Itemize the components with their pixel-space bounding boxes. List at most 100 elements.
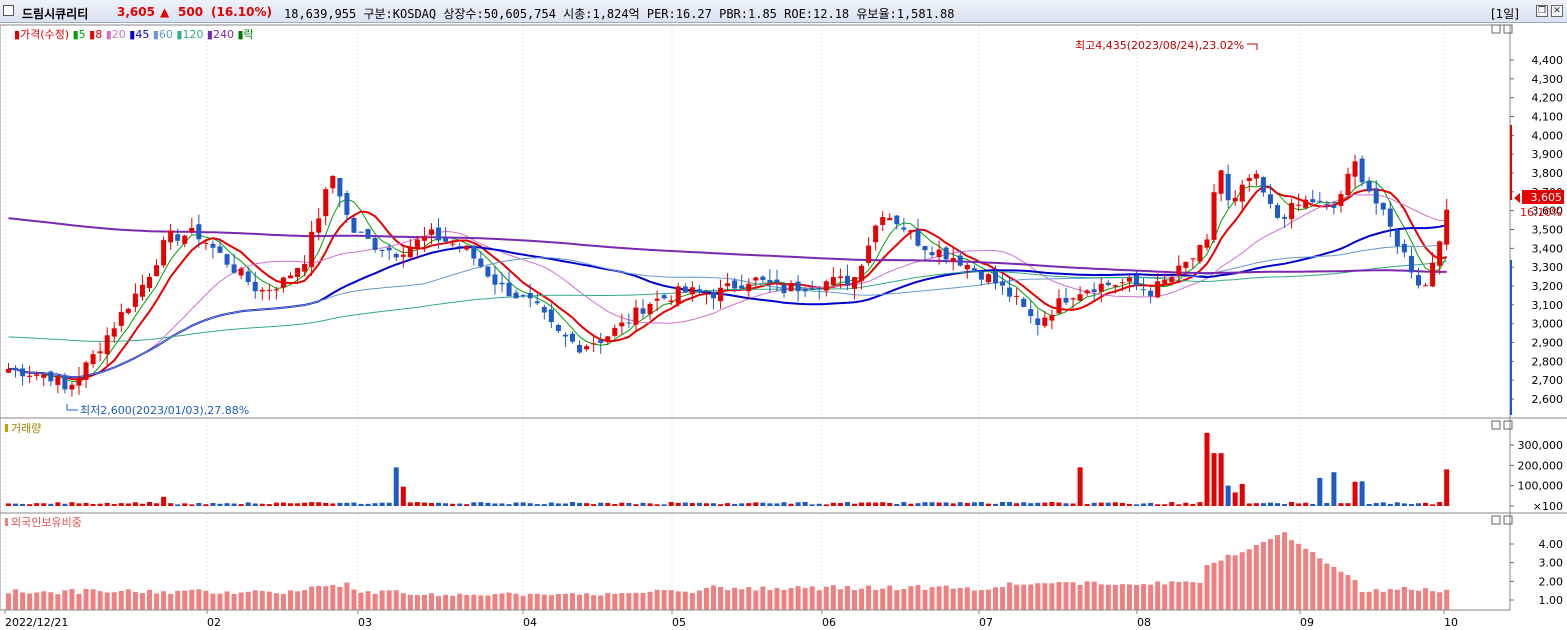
candle-body: [132, 293, 138, 307]
foreign-bar: [168, 593, 174, 610]
volume-bar: [407, 502, 413, 506]
volume-bar: [464, 504, 470, 506]
volume-bar: [506, 504, 512, 506]
foreign-bar: [48, 592, 54, 610]
panel-frames: [0, 24, 1567, 611]
foreign-bar: [795, 586, 801, 610]
legend-item: ▮120: [173, 28, 204, 41]
foreign-bar: [1000, 587, 1006, 610]
foreign-bar: [139, 593, 145, 610]
candle-body: [873, 225, 879, 243]
volume-bar: [1246, 503, 1252, 506]
foreign-bar: [1098, 584, 1104, 610]
candle-body: [83, 362, 89, 380]
volume-bar: [400, 486, 406, 506]
candle-body: [97, 351, 103, 354]
volume-bar: [633, 504, 639, 506]
ma-240-line: [8, 217, 1447, 275]
ma-45-line: [8, 224, 1447, 379]
candle-body: [1141, 289, 1147, 291]
candle-body: [1239, 184, 1245, 202]
candle-body: [90, 354, 96, 365]
price-pointer-icon: [1514, 193, 1520, 203]
foreign-bar: [1007, 582, 1013, 610]
foreign-bar: [1359, 592, 1365, 610]
foreign-bar: [1338, 571, 1344, 610]
price-panel-buttons[interactable]: [1491, 24, 1513, 34]
candle-body: [739, 285, 745, 289]
volume-bar: [55, 502, 61, 506]
foreign-bar: [548, 595, 554, 610]
foreign-bar: [725, 590, 731, 610]
foreign-bar: [429, 593, 434, 610]
price-tick-label: 4,100: [1532, 111, 1564, 124]
close-icon[interactable]: ✕: [1551, 5, 1563, 17]
candle-body: [703, 293, 709, 295]
volume-bar: [457, 503, 463, 506]
date-tick-label: 10: [1444, 616, 1458, 629]
candle-body: [1021, 298, 1027, 307]
volume-bar: [436, 502, 442, 506]
volume-bar: [90, 503, 96, 506]
price-tick-label: 3,900: [1532, 148, 1564, 161]
candle-body: [1423, 285, 1429, 287]
volume-bar: [830, 502, 836, 506]
foreign-bar: [1077, 584, 1083, 610]
foreign-bar: [577, 594, 583, 610]
restore-icon[interactable]: ❐: [1536, 5, 1548, 17]
foreign-bar: [1303, 548, 1309, 610]
volume-bar: [1324, 502, 1330, 506]
foreign-bar: [90, 589, 96, 610]
foreign-bar: [894, 590, 900, 610]
candle-body: [943, 247, 949, 260]
foreign-bar: [823, 586, 829, 610]
foreign-bar: [1253, 544, 1259, 610]
candle-body: [880, 217, 886, 225]
foreign-bar: [1401, 586, 1407, 610]
candle-body: [978, 271, 984, 280]
candle-body: [1444, 209, 1450, 245]
candle-body: [1155, 281, 1161, 298]
date-tick-label: 02: [207, 616, 221, 629]
candle-body: [1289, 203, 1295, 220]
candle-body: [302, 264, 308, 272]
volume-bar: [1423, 502, 1429, 506]
foreign-bar: [689, 593, 695, 610]
volume-bar: [1282, 504, 1288, 506]
volume-bar: [62, 503, 68, 506]
foreign-bar: [478, 595, 484, 610]
legend-item: ▮240: [203, 28, 234, 41]
candle-body: [273, 289, 279, 291]
foreign-bar: [1345, 575, 1351, 610]
foreign-bar: [1246, 549, 1252, 610]
candlesticks: [6, 154, 1450, 397]
volume-bar: [767, 503, 773, 506]
volume-bar: [1239, 483, 1245, 506]
period-selector[interactable]: [1일]: [1490, 7, 1519, 21]
candle-body: [859, 265, 865, 281]
volume-bar: [647, 503, 653, 506]
candle-body: [288, 275, 293, 279]
volume-bar: [83, 502, 89, 506]
candle-body: [69, 384, 75, 390]
volume-bar: [527, 503, 533, 506]
candle-body: [1253, 173, 1259, 179]
stock-chart[interactable]: ▮가격(수정) ▮5 ▮8 ▮20 ▮45 ▮60 ▮120 ▮240 ▮락 4…: [0, 22, 1567, 630]
volume-bar: [513, 502, 519, 506]
volume-y-axis: 300,000 200,000 100,000 ×100: [1510, 439, 1563, 513]
candle-body: [238, 268, 244, 276]
foreign-bar: [555, 594, 561, 610]
foreign-bar: [471, 594, 477, 610]
foreign-bar: [746, 587, 752, 610]
foreign-bar: [1190, 582, 1196, 610]
candle-body: [386, 247, 392, 251]
volume-panel-buttons[interactable]: [1491, 420, 1513, 430]
volume-bar: [41, 503, 47, 506]
foreign-bar: [1352, 580, 1358, 610]
volume-bar: [414, 502, 420, 506]
volume-bar: [668, 502, 674, 506]
select-checkbox[interactable]: [3, 5, 14, 16]
volume-bar: [1289, 501, 1295, 506]
foreign-panel-buttons[interactable]: [1491, 515, 1513, 525]
candle-body: [280, 277, 286, 288]
